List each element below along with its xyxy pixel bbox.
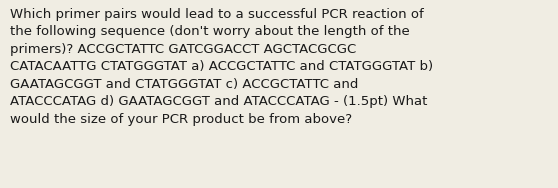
Text: Which primer pairs would lead to a successful PCR reaction of
the following sequ: Which primer pairs would lead to a succe… xyxy=(10,8,433,126)
